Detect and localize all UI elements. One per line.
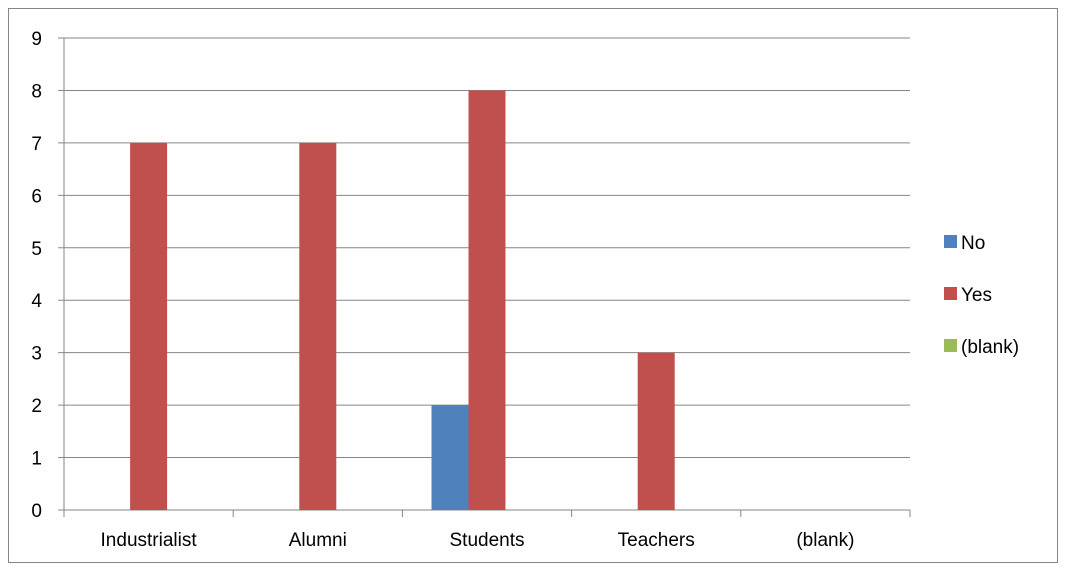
x-tick-label: (blank): [796, 530, 854, 551]
legend-swatch: [944, 287, 957, 300]
x-tick-label: Alumni: [289, 530, 347, 551]
legend: No Yes (blank): [944, 233, 1019, 358]
legend-label: Yes: [961, 285, 992, 306]
y-tick-label: 9: [31, 29, 42, 50]
legend-label: (blank): [961, 337, 1019, 358]
bar-no-students: [431, 405, 469, 510]
legend-swatch: [944, 339, 957, 352]
bar-yes-industrialist: [130, 142, 168, 510]
y-tick-label: 1: [31, 449, 42, 470]
x-tick-label: Students: [450, 530, 525, 551]
y-tick-label: 8: [31, 81, 42, 102]
x-axis: Industrialist Alumni Students Teachers (blan…: [63, 509, 911, 551]
bar-yes-alumni: [299, 142, 337, 510]
y-tick-label: 5: [31, 239, 42, 260]
y-tick-label: 2: [31, 396, 42, 417]
chart-frame: [8, 8, 1058, 563]
x-tick-label: Industrialist: [101, 530, 198, 551]
bar-yes-students: [468, 90, 506, 510]
y-tick-label: 3: [31, 344, 42, 365]
y-tick-label: 7: [31, 134, 42, 155]
legend-label: No: [961, 233, 985, 254]
x-tick-label: Teachers: [618, 530, 695, 551]
bar-yes-teachers: [637, 352, 675, 510]
y-axis: 0 1 2 3 4 5 6 7 8 9: [31, 29, 65, 522]
y-tick-label: 0: [31, 501, 42, 522]
legend-swatch: [944, 235, 957, 248]
y-tick-label: 4: [31, 291, 42, 312]
bars: [130, 90, 675, 510]
y-tick-label: 6: [31, 186, 42, 207]
